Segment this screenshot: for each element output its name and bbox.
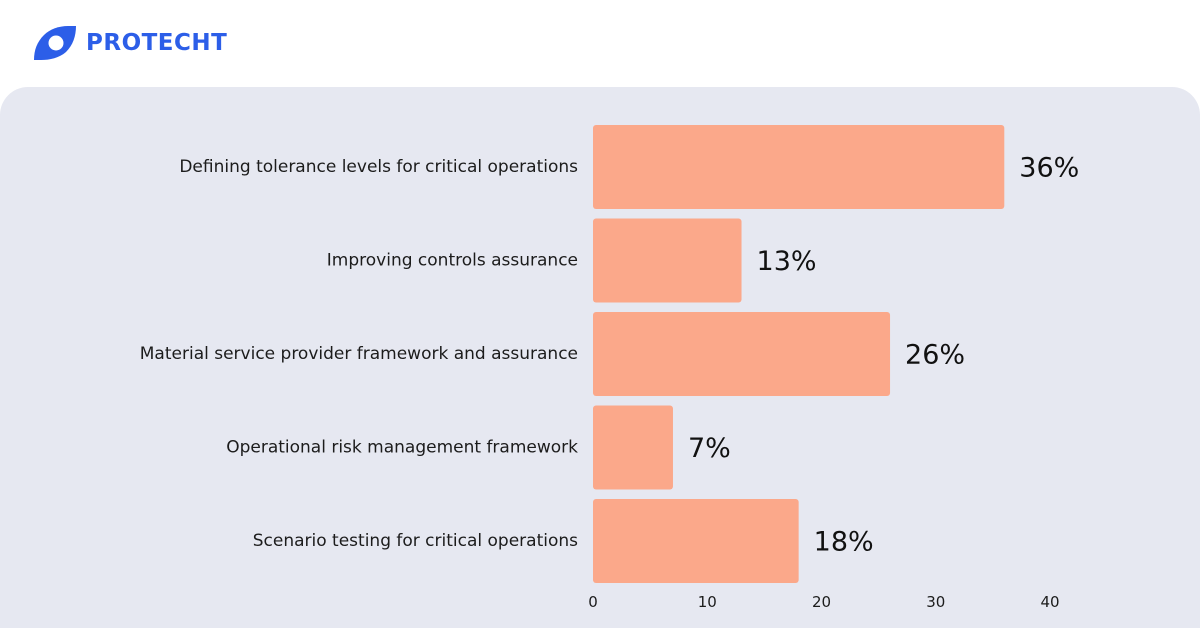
category-label-scenario-testing-for-critical-operations: Scenario testing for critical operations (253, 531, 578, 551)
bar-improving-controls-assurance (593, 218, 742, 303)
value-label-operational-risk-management-framework: 7% (688, 433, 731, 464)
category-label-material-service-provider-framework-and-assurance: Material service provider framework and … (140, 344, 578, 364)
x-tick-label: 30 (926, 593, 945, 611)
x-tick-label: 40 (1040, 593, 1059, 611)
value-label-defining-tolerance-levels-for-critical-operations: 36% (1019, 153, 1079, 184)
brand-name: PROTECHT (86, 30, 228, 56)
category-label-improving-controls-assurance: Improving controls assurance (327, 251, 578, 271)
bar-operational-risk-management-framework (593, 405, 673, 490)
x-tick-label: 0 (588, 593, 598, 611)
brand-header: PROTECHT (32, 24, 227, 62)
protecht-logo-icon (34, 26, 76, 60)
value-label-scenario-testing-for-critical-operations: 18% (814, 527, 874, 558)
category-label-operational-risk-management-framework: Operational risk management framework (226, 438, 578, 458)
chart-panel: Defining tolerance levels for critical o… (0, 87, 1200, 628)
bar-chart: Defining tolerance levels for critical o… (140, 125, 1079, 611)
bar-scenario-testing-for-critical-operations (593, 499, 799, 583)
category-label-defining-tolerance-levels-for-critical-operations: Defining tolerance levels for critical o… (179, 157, 578, 177)
x-tick-label: 20 (812, 593, 831, 611)
x-tick-label: 10 (698, 593, 717, 611)
value-label-improving-controls-assurance: 13% (757, 246, 817, 277)
bar-material-service-provider-framework-and-assurance (593, 312, 891, 396)
value-label-material-service-provider-framework-and-assurance: 26% (905, 340, 965, 371)
bar-defining-tolerance-levels-for-critical-operations (593, 125, 1005, 209)
